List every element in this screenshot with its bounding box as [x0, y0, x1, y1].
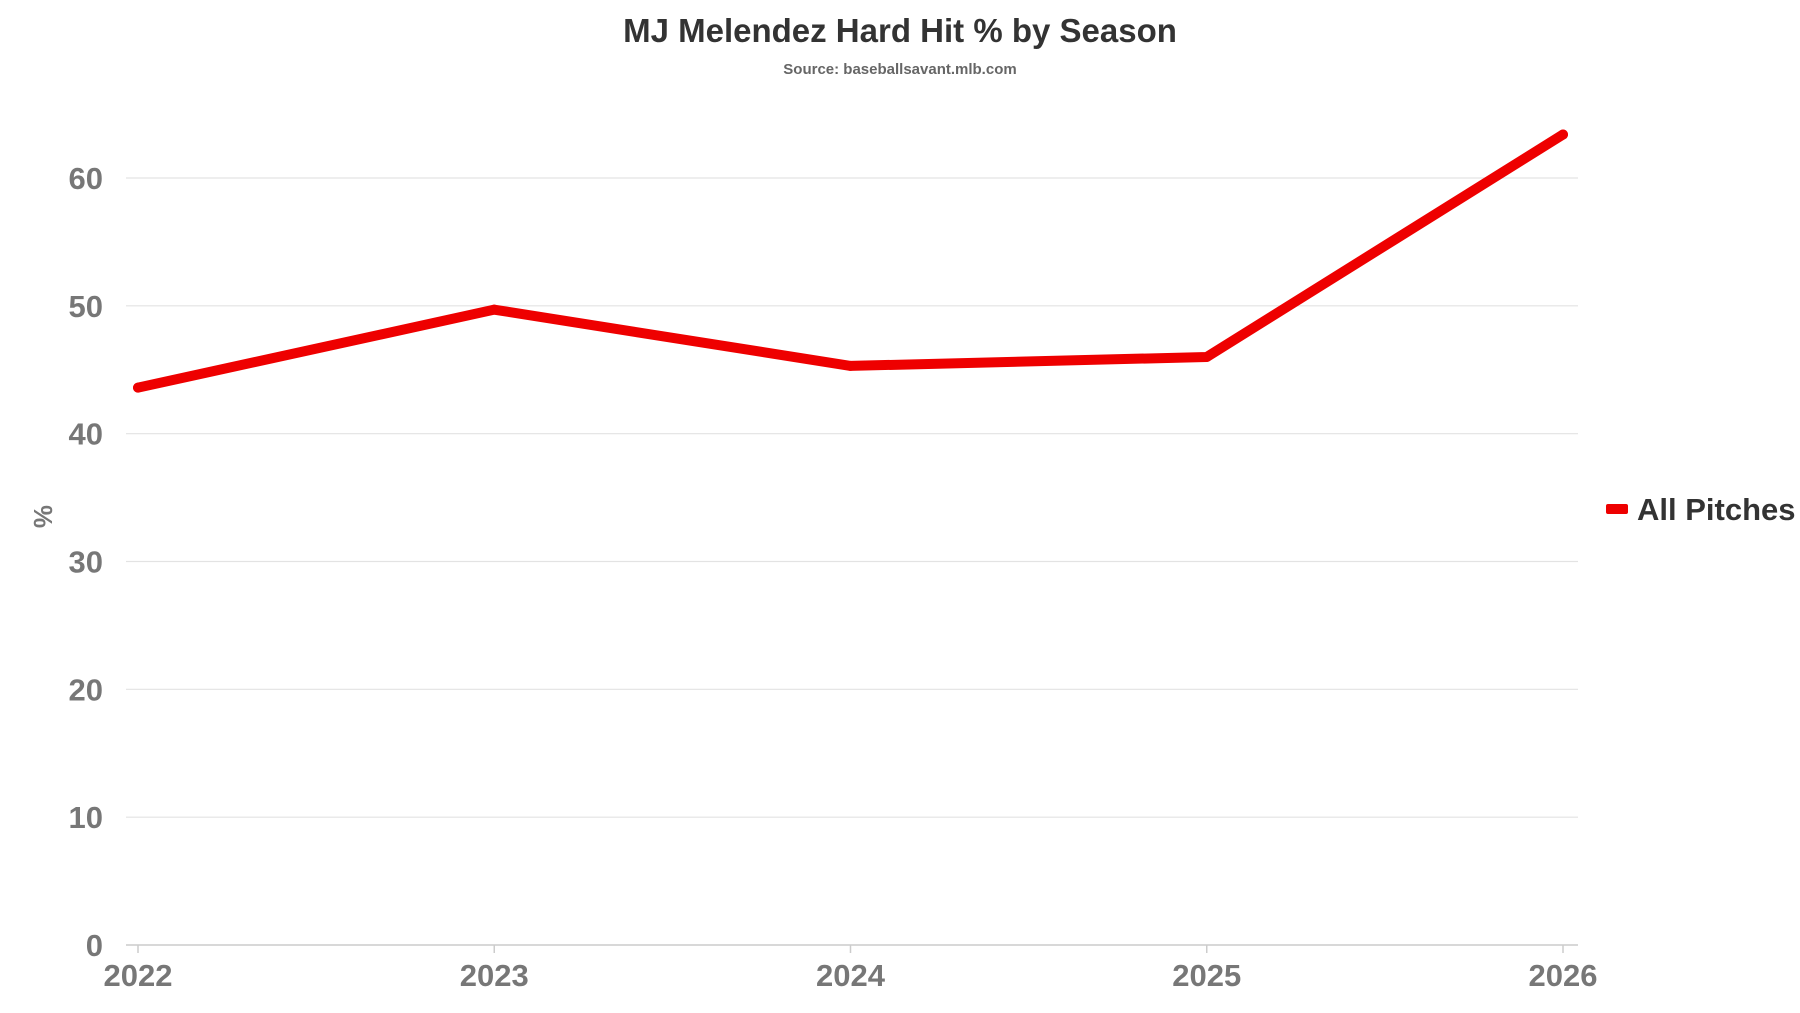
- y-axis-label: %: [28, 505, 58, 528]
- x-tick-label: 2024: [816, 958, 886, 993]
- x-tick-label: 2023: [460, 958, 529, 993]
- y-tick-label: 10: [69, 800, 103, 835]
- x-tick-label: 2022: [104, 958, 173, 993]
- x-tick-label: 2026: [1529, 958, 1598, 993]
- legend[interactable]: All Pitches: [1606, 492, 1796, 527]
- data-point: [1201, 351, 1212, 362]
- data-point: [1558, 129, 1568, 140]
- series-layer: [133, 129, 1568, 393]
- legend-swatch: [1606, 504, 1628, 514]
- data-point: [489, 304, 500, 315]
- axis-layer: 0 10 20 30 40 50 60 2022 2023 2024 2025 2026: [69, 161, 1598, 993]
- chart-title: MJ Melendez Hard Hit % by Season: [623, 12, 1177, 49]
- y-tick-label: 50: [69, 289, 103, 324]
- series-line-0: [133, 129, 1568, 393]
- data-point: [845, 360, 856, 371]
- grid-layer: [126, 177, 1578, 818]
- y-tick-label: 40: [69, 417, 103, 452]
- chart-subtitle: Source: baseballsavant.mlb.com: [783, 61, 1016, 78]
- y-tick-label: 60: [69, 161, 103, 196]
- y-tick-label: 0: [86, 928, 103, 963]
- data-point: [133, 382, 143, 393]
- x-tick-label: 2025: [1172, 958, 1241, 993]
- y-tick-label: 20: [69, 672, 103, 707]
- legend-label[interactable]: All Pitches: [1637, 492, 1796, 527]
- y-tick-label: 30: [69, 545, 103, 580]
